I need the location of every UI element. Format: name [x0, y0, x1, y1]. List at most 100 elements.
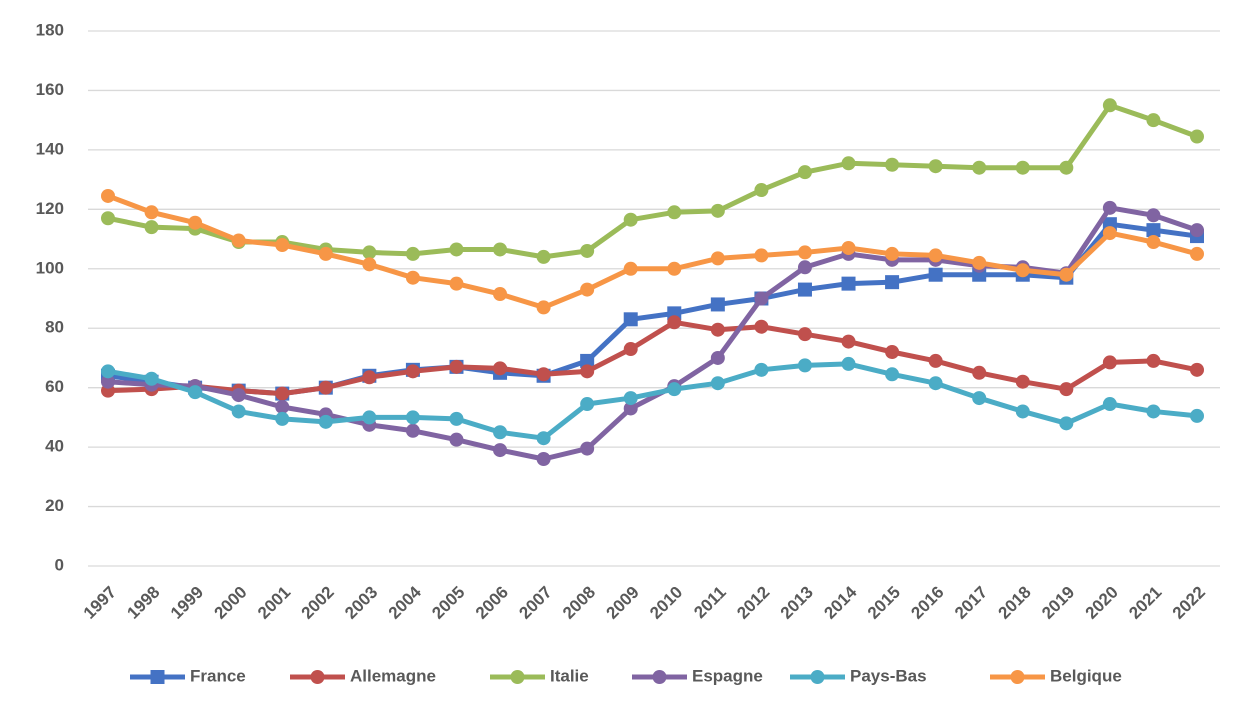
marker — [885, 157, 900, 172]
marker — [1015, 374, 1030, 389]
y-tick-label: 180 — [36, 20, 64, 39]
marker — [1190, 408, 1204, 423]
marker — [710, 322, 725, 337]
marker — [710, 350, 725, 365]
marker — [449, 359, 464, 374]
marker — [810, 670, 825, 684]
y-tick-label: 40 — [45, 437, 64, 456]
legend-label: Allemagne — [350, 666, 436, 685]
marker — [710, 297, 725, 312]
marker — [275, 411, 290, 426]
marker — [1059, 416, 1074, 431]
marker — [493, 287, 508, 302]
series-line — [107, 361, 1198, 441]
marker — [449, 411, 464, 426]
marker — [1146, 208, 1161, 223]
y-tick-label: 120 — [36, 199, 64, 218]
marker — [1146, 235, 1161, 250]
marker — [797, 282, 812, 297]
marker — [754, 183, 769, 198]
marker — [231, 404, 246, 419]
marker — [580, 243, 595, 258]
marker — [1059, 160, 1074, 175]
legend-label: Espagne — [692, 666, 763, 685]
marker — [493, 443, 508, 458]
marker — [754, 291, 769, 306]
marker — [928, 248, 943, 263]
marker — [580, 441, 595, 456]
marker — [710, 203, 725, 218]
marker — [1146, 404, 1161, 419]
marker — [797, 245, 812, 260]
marker — [797, 327, 812, 342]
marker — [797, 358, 812, 373]
marker — [101, 211, 115, 226]
marker — [231, 388, 246, 403]
marker — [536, 249, 551, 264]
marker — [667, 382, 682, 397]
marker — [972, 391, 987, 406]
marker — [405, 364, 420, 379]
marker — [536, 300, 551, 315]
marker — [754, 248, 769, 263]
marker — [885, 367, 900, 382]
marker — [188, 215, 203, 230]
marker — [1010, 670, 1025, 684]
marker — [275, 238, 290, 252]
marker — [1102, 355, 1117, 370]
marker — [405, 423, 420, 438]
marker — [510, 670, 525, 684]
marker — [1146, 353, 1161, 368]
marker — [1059, 382, 1074, 397]
marker — [536, 431, 551, 446]
marker — [405, 246, 420, 261]
legend-label: France — [190, 666, 246, 685]
marker — [1146, 113, 1161, 128]
marker — [928, 353, 943, 368]
marker — [754, 362, 769, 377]
marker — [144, 205, 159, 220]
marker — [623, 212, 638, 227]
marker — [449, 432, 464, 447]
series-line — [107, 319, 1198, 397]
marker — [536, 452, 551, 466]
marker — [972, 160, 987, 175]
marker — [885, 246, 900, 261]
marker — [972, 365, 987, 380]
marker — [652, 670, 667, 684]
marker — [493, 425, 508, 440]
marker — [144, 220, 159, 235]
marker — [493, 242, 508, 257]
marker — [623, 401, 638, 416]
legend-label: Italie — [550, 666, 589, 685]
marker — [1102, 226, 1117, 241]
marker — [1015, 160, 1030, 175]
marker — [623, 261, 638, 276]
marker — [841, 240, 856, 255]
marker — [493, 361, 508, 376]
series-line — [107, 102, 1198, 260]
marker — [580, 353, 595, 368]
y-tick-label: 80 — [45, 318, 64, 337]
marker — [449, 276, 464, 291]
marker — [188, 385, 203, 400]
marker — [580, 397, 595, 412]
marker — [667, 315, 682, 330]
series — [101, 356, 1204, 446]
marker — [362, 410, 377, 425]
marker — [1015, 263, 1030, 278]
y-tick-label: 160 — [36, 80, 64, 99]
marker — [1190, 246, 1204, 261]
marker — [623, 391, 638, 406]
marker — [841, 156, 856, 171]
marker — [580, 282, 595, 297]
legend-label: Pays-Bas — [850, 666, 927, 685]
marker — [928, 159, 943, 174]
marker — [754, 319, 769, 334]
marker — [405, 270, 420, 285]
marker — [405, 410, 420, 425]
marker — [710, 251, 725, 266]
series — [101, 188, 1204, 315]
marker — [362, 257, 377, 272]
marker — [536, 367, 551, 382]
